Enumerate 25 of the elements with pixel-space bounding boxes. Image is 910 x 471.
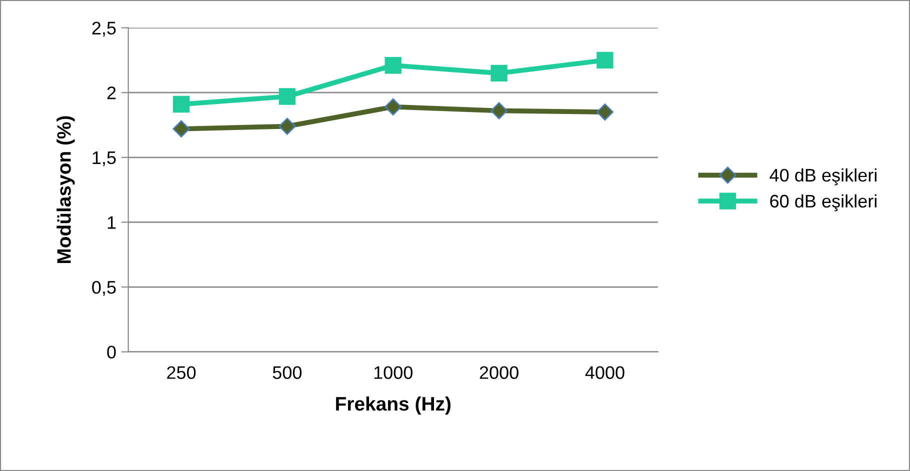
- x-tick-label: 1000: [374, 366, 412, 379]
- point: [596, 52, 614, 69]
- y-tick-label: 2,5: [92, 22, 116, 37]
- point: [596, 103, 614, 121]
- y-axis-title: Modülasyon (%): [56, 116, 75, 264]
- point: [384, 98, 402, 116]
- y-tick-label: 2: [107, 86, 116, 100]
- point: [172, 120, 190, 138]
- x-tick-label: 4000: [585, 366, 624, 379]
- y-tick-label: 0: [107, 346, 116, 359]
- point: [490, 64, 508, 82]
- point: [278, 118, 296, 135]
- x-tick-label: 250: [167, 366, 196, 379]
- y-tick-label: 1,5: [92, 152, 116, 166]
- x-tick-label: 2000: [480, 366, 518, 379]
- point: [384, 57, 402, 74]
- x-tick-label: 500: [272, 366, 302, 379]
- point: [172, 96, 190, 113]
- point: [278, 88, 296, 105]
- y-tick-label: 1: [108, 216, 116, 229]
- x-axis-title: Frekans (Hz): [336, 396, 451, 415]
- y-tick-label: 0,5: [92, 280, 116, 296]
- point: [490, 102, 508, 120]
- legend-label: 60 dB eşikleri: [770, 194, 876, 212]
- legend-label: 40 dB eşikleri: [770, 168, 876, 186]
